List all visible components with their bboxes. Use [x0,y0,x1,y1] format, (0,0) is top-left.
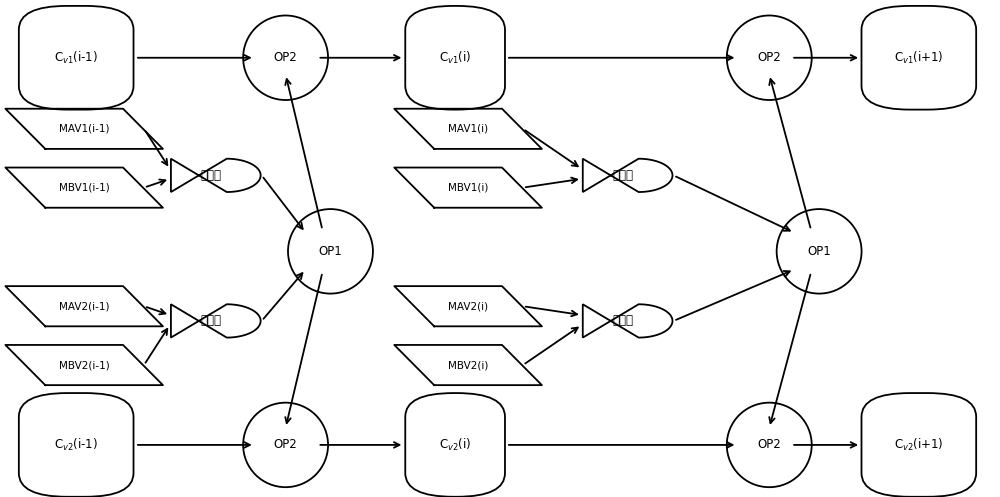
Text: 平均値: 平均値 [612,169,633,182]
Ellipse shape [727,15,812,100]
Text: OP2: OP2 [757,51,781,64]
FancyBboxPatch shape [861,393,976,497]
Text: OP2: OP2 [274,51,297,64]
Text: C$_{v2}$(i-1): C$_{v2}$(i-1) [54,437,98,453]
Polygon shape [394,109,542,149]
Text: 平均値: 平均値 [612,315,633,328]
Polygon shape [5,286,163,327]
Ellipse shape [243,403,328,487]
Text: C$_{v1}$(i): C$_{v1}$(i) [439,50,471,66]
PathPatch shape [583,304,672,337]
Text: C$_{v2}$(i+1): C$_{v2}$(i+1) [894,437,944,453]
Text: MAV1(i): MAV1(i) [448,124,488,134]
Polygon shape [394,286,542,327]
Polygon shape [394,167,542,208]
PathPatch shape [171,159,261,192]
Polygon shape [5,109,163,149]
Polygon shape [394,345,542,385]
Text: OP1: OP1 [807,245,831,258]
Text: MAV1(i-1): MAV1(i-1) [59,124,109,134]
FancyBboxPatch shape [405,393,505,497]
FancyBboxPatch shape [861,6,976,110]
Text: 平均値: 平均値 [200,315,221,328]
Text: C$_{v1}$(i-1): C$_{v1}$(i-1) [54,50,98,66]
Text: 平均値: 平均値 [200,169,221,182]
Text: C$_{v1}$(i+1): C$_{v1}$(i+1) [894,50,944,66]
FancyBboxPatch shape [405,6,505,110]
Ellipse shape [288,209,373,294]
Ellipse shape [727,403,812,487]
Text: OP2: OP2 [274,438,297,451]
Ellipse shape [243,15,328,100]
Text: MAV2(i-1): MAV2(i-1) [59,301,109,311]
Text: MBV2(i-1): MBV2(i-1) [59,360,110,370]
Polygon shape [5,167,163,208]
FancyBboxPatch shape [19,6,134,110]
Text: OP1: OP1 [319,245,342,258]
Text: MBV2(i): MBV2(i) [448,360,488,370]
PathPatch shape [171,304,261,337]
Text: MBV1(i-1): MBV1(i-1) [59,182,110,193]
Text: MAV2(i): MAV2(i) [448,301,488,311]
Text: MBV1(i): MBV1(i) [448,182,488,193]
Ellipse shape [777,209,862,294]
Text: C$_{v2}$(i): C$_{v2}$(i) [439,437,471,453]
Polygon shape [5,345,163,385]
Text: OP2: OP2 [757,438,781,451]
PathPatch shape [583,159,672,192]
FancyBboxPatch shape [19,393,134,497]
